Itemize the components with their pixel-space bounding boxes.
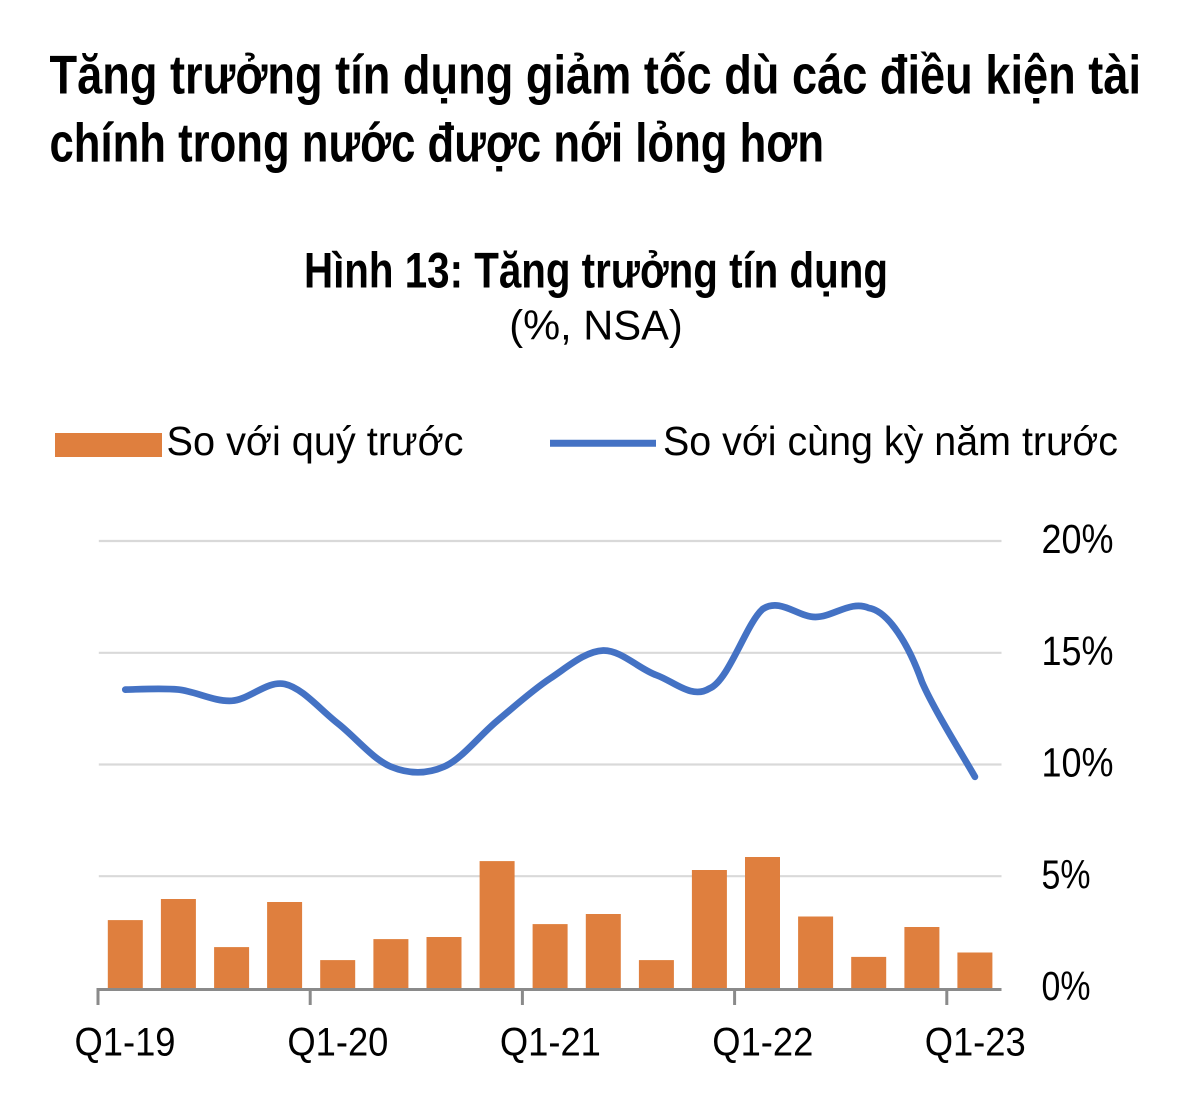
svg-text:Hình 13: Tăng trưởng tín dụng: Hình 13: Tăng trưởng tín dụng [304, 243, 888, 299]
svg-text:5%: 5% [1042, 852, 1091, 898]
svg-text:0%: 0% [1042, 963, 1091, 1009]
svg-text:So với cùng kỳ năm trước: So với cùng kỳ năm trước [663, 418, 1118, 464]
svg-text:10%: 10% [1042, 740, 1114, 786]
svg-text:Q1-19: Q1-19 [75, 1021, 176, 1065]
svg-text:15%: 15% [1042, 628, 1114, 674]
svg-text:Tăng trưởng tín dụng giảm tốc: Tăng trưởng tín dụng giảm tốc dù các điề… [50, 43, 1142, 105]
svg-text:Q1-23: Q1-23 [925, 1021, 1026, 1065]
svg-text:So với quý trước: So với quý trước [167, 418, 464, 464]
svg-text:Q1-21: Q1-21 [500, 1021, 601, 1065]
svg-text:Q1-20: Q1-20 [287, 1021, 388, 1065]
svg-text:(%, NSA): (%, NSA) [509, 301, 682, 348]
svg-text:Q1-22: Q1-22 [712, 1021, 813, 1065]
svg-text:chính trong nước được nới lỏng: chính trong nước được nới lỏng hơn [50, 112, 825, 174]
svg-text:20%: 20% [1042, 516, 1114, 562]
